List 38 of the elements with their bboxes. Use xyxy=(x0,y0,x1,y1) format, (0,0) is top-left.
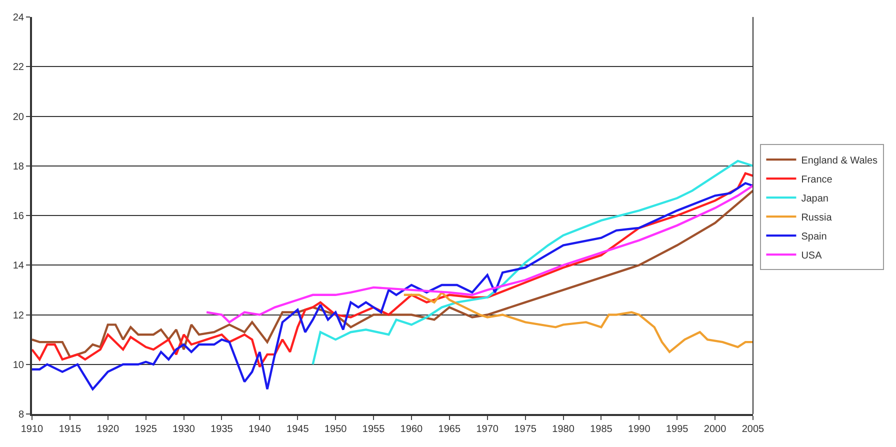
y-tick-label: 20 xyxy=(12,112,24,123)
x-tick-label: 1935 xyxy=(210,424,234,435)
y-tick-label: 14 xyxy=(12,260,24,272)
y-tick-label: 16 xyxy=(12,211,24,222)
y-tick-label: 12 xyxy=(12,310,24,322)
x-tick-label: 1990 xyxy=(628,424,651,435)
x-tick-label: 1970 xyxy=(476,424,499,435)
legend-label: France xyxy=(801,174,833,186)
x-tick-label: 1965 xyxy=(438,424,461,435)
line-series xyxy=(312,160,753,366)
x-tick-label: 1915 xyxy=(58,424,82,435)
legend-label: Russia xyxy=(801,212,832,224)
x-tick-label: 1945 xyxy=(286,424,310,435)
x-tick-label: 1955 xyxy=(362,424,386,435)
x-tick-label: 1910 xyxy=(20,424,44,435)
line-series xyxy=(402,291,753,354)
legend-label: Spain xyxy=(801,231,827,242)
x-tick-label: 1985 xyxy=(590,424,613,435)
x-tick-label: 1960 xyxy=(400,424,424,435)
x-tick-label: 2000 xyxy=(704,424,727,435)
y-tick-label: 8 xyxy=(18,410,24,420)
x-tick-label: 1940 xyxy=(248,424,272,435)
x-tick-label: 2005 xyxy=(742,424,765,435)
y-tick-label: 18 xyxy=(12,161,24,172)
legend-label: England & Wales xyxy=(801,155,878,166)
x-tick-label: 1930 xyxy=(172,424,196,435)
x-tick-label: 1920 xyxy=(96,424,120,435)
legend-label: USA xyxy=(801,250,822,262)
x-tick-label: 1975 xyxy=(514,424,537,435)
y-tick-label: 24 xyxy=(12,12,24,24)
x-tick-label: 1980 xyxy=(552,424,575,435)
x-tick-label: 1925 xyxy=(134,424,158,435)
y-tick-label: 22 xyxy=(12,62,24,74)
legend-label: Japan xyxy=(801,193,828,204)
line-series xyxy=(205,184,753,324)
x-tick-label: 1995 xyxy=(666,424,689,435)
x-tick-label: 1950 xyxy=(324,424,348,435)
y-tick-label: 10 xyxy=(12,360,24,371)
